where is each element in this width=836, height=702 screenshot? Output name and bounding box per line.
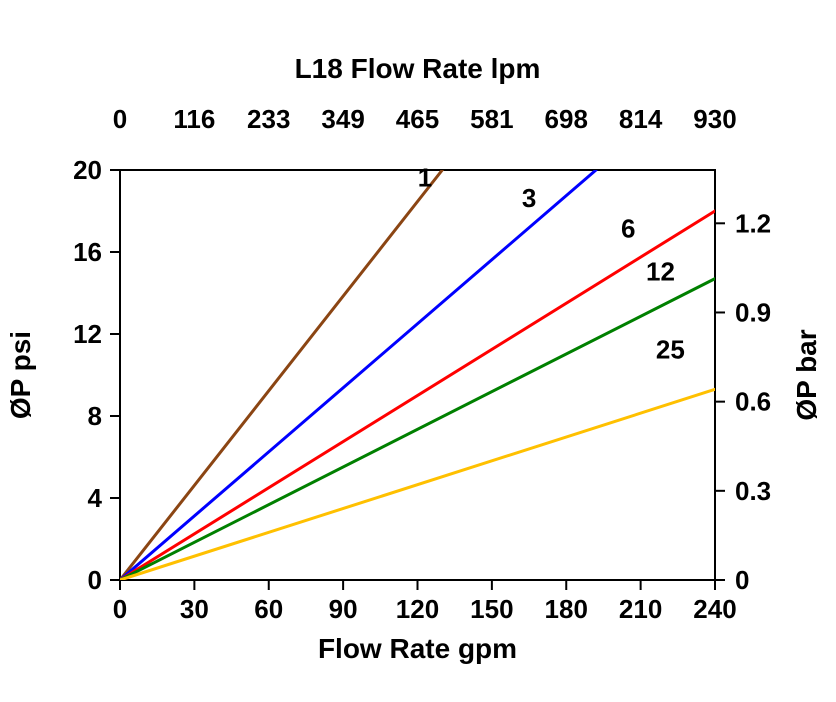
x-bottom-tick-label: 90 — [329, 594, 358, 624]
x-bottom-axis-title: Flow Rate gpm — [318, 633, 517, 664]
y-right-tick-label: 0.9 — [735, 297, 771, 327]
y-right-tick-label: 0.3 — [735, 476, 771, 506]
x-bottom-tick-label: 210 — [619, 594, 662, 624]
y-right-tick-label: 0 — [735, 565, 749, 595]
y-left-tick-label: 20 — [73, 155, 102, 185]
top-x-tick-label: 349 — [321, 104, 364, 134]
x-bottom-tick-label: 180 — [545, 594, 588, 624]
y-right-tick-label: 0.6 — [735, 387, 771, 417]
y-right-tick-label: 1.2 — [735, 208, 771, 238]
top-axis-title: L18 Flow Rate lpm — [295, 53, 541, 84]
x-bottom-tick-label: 60 — [254, 594, 283, 624]
series-label-1: 1 — [418, 162, 432, 192]
y-left-axis-title: ØP psi — [5, 331, 36, 419]
top-x-tick-label: 930 — [693, 104, 736, 134]
x-bottom-tick-label: 30 — [180, 594, 209, 624]
y-left-tick-label: 0 — [88, 565, 102, 595]
y-left-tick-label: 16 — [73, 237, 102, 267]
top-x-tick-label: 233 — [247, 104, 290, 134]
x-bottom-tick-label: 120 — [396, 594, 439, 624]
series-label-3: 3 — [522, 183, 536, 213]
top-x-tick-label: 581 — [470, 104, 513, 134]
line-chart: L18 Flow Rate lpm01162333494655816988149… — [0, 0, 836, 702]
y-left-tick-label: 4 — [88, 483, 103, 513]
y-left-tick-label: 12 — [73, 319, 102, 349]
series-label-12: 12 — [646, 257, 675, 287]
x-bottom-tick-label: 240 — [693, 594, 736, 624]
top-x-tick-label: 465 — [396, 104, 439, 134]
top-x-tick-label: 0 — [113, 104, 127, 134]
series-label-25: 25 — [656, 335, 685, 365]
x-bottom-tick-label: 0 — [113, 594, 127, 624]
top-x-tick-label: 698 — [545, 104, 588, 134]
chart-container: L18 Flow Rate lpm01162333494655816988149… — [0, 0, 836, 702]
top-x-tick-label: 814 — [619, 104, 663, 134]
top-x-tick-label: 116 — [173, 104, 215, 134]
x-bottom-tick-label: 150 — [470, 594, 513, 624]
y-left-tick-label: 8 — [88, 401, 102, 431]
series-label-6: 6 — [621, 214, 635, 244]
y-right-axis-title: ØP bar — [791, 329, 822, 420]
